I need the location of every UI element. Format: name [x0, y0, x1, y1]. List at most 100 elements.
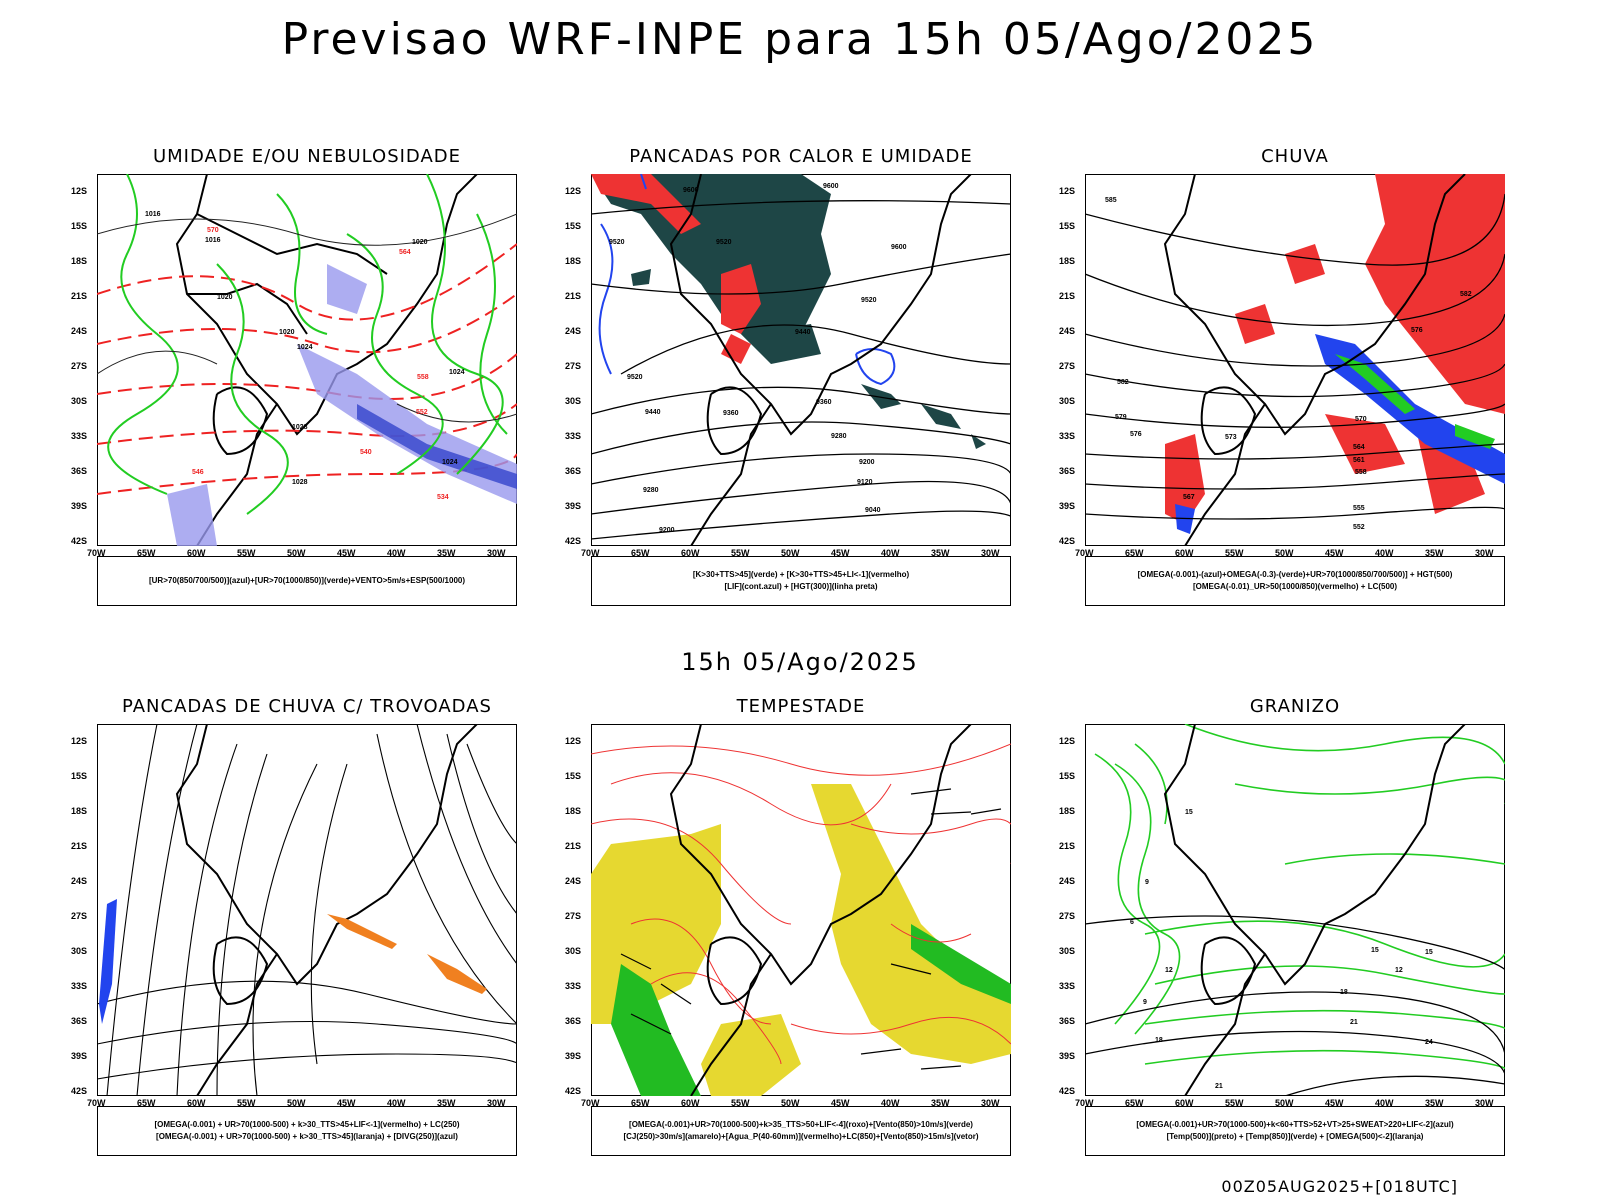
contour-label: 9040 [865, 507, 881, 514]
lon-tick-label: 30W [1475, 548, 1494, 558]
contour-label: 585 [1105, 197, 1117, 204]
contour-label: 6 [1130, 919, 1134, 926]
contour-label: 9520 [716, 239, 732, 246]
contour-label: 576 [1130, 431, 1142, 438]
lat-tick-label: 36S [1059, 466, 1076, 476]
lat-tick-label: 21S [565, 841, 582, 851]
lat-tick-label: 15S [1059, 221, 1076, 231]
panel-title: TEMPESTADE [736, 696, 866, 717]
lat-tick-label: 30S [71, 396, 88, 406]
lon-tick-label: 30W [981, 1098, 1000, 1108]
lon-tick-label: 35W [437, 548, 456, 558]
lat-tick-label: 36S [565, 466, 582, 476]
caption-line: [OMEGA(-0.001)+UR>70(1000-500)+k<60+TTS>… [1136, 1120, 1454, 1129]
contour-label: 582 [1460, 291, 1472, 298]
lon-tick-label: 35W [1425, 548, 1444, 558]
contour-label: 1024 [449, 369, 465, 376]
lat-tick-label: 15S [565, 771, 582, 781]
lon-tick-label: 35W [1425, 1098, 1444, 1108]
contour-label: 9 [1145, 879, 1149, 886]
lon-tick-label: 60W [1175, 548, 1194, 558]
lat-tick-label: 15S [71, 771, 88, 781]
caption-line: [Temp(500)](preto) + [Temp(850)](verde) … [1166, 1132, 1424, 1141]
contour-label: 534 [437, 494, 449, 501]
caption-line: [CJ(250)>30m/s](amarelo)+[Agua_P(40-60mm… [623, 1132, 979, 1141]
lat-tick-label: 12S [71, 736, 88, 746]
lat-tick-label: 33S [1059, 981, 1076, 991]
contour-label: 555 [1353, 505, 1365, 512]
lon-tick-label: 35W [931, 1098, 950, 1108]
lat-tick-label: 21S [565, 291, 582, 301]
main-title: Previsao WRF-INPE para 15h 05/Ago/2025 [281, 14, 1319, 65]
lat-tick-label: 21S [71, 841, 88, 851]
lon-tick-label: 55W [731, 1098, 750, 1108]
lon-tick-label: 70W [1075, 548, 1094, 558]
contour-label: 9440 [645, 409, 661, 416]
contour-label: 1016 [205, 237, 221, 244]
lon-tick-label: 50W [781, 548, 800, 558]
lon-tick-label: 50W [287, 548, 306, 558]
lat-tick-label: 15S [1059, 771, 1076, 781]
contour-label: 9120 [857, 479, 873, 486]
lat-tick-label: 42S [71, 536, 88, 546]
lat-tick-label: 33S [565, 981, 582, 991]
lat-tick-label: 36S [565, 1016, 582, 1026]
lat-tick-label: 12S [565, 186, 582, 196]
lat-tick-label: 30S [565, 396, 582, 406]
footer-stamp: 00Z05AUG2025+[018UTC] [1221, 1177, 1458, 1196]
map-svg: 9600 9600 9520 9600 9520 9520 9440 9520 … [591, 174, 1011, 546]
contour-label: 579 [1115, 414, 1127, 421]
lat-tick-label: 27S [71, 361, 88, 371]
lat-tick-label: 42S [565, 536, 582, 546]
lat-tick-label: 18S [71, 256, 88, 266]
lat-tick-label: 27S [565, 911, 582, 921]
lat-tick-label: 18S [565, 806, 582, 816]
map-svg: 15 12 9 18 21 24 21 18 15 12 15 9 6 [1085, 724, 1505, 1096]
contour-label: 1020 [412, 239, 428, 246]
lon-tick-label: 45W [831, 1098, 850, 1108]
panel-title: GRANIZO [1249, 696, 1341, 717]
panel-title: UMIDADE E/OU NEBULOSIDADE [152, 146, 462, 167]
lat-tick-label: 24S [71, 876, 88, 886]
lat-tick-label: 18S [1059, 806, 1076, 816]
contour-label: 558 [417, 374, 429, 381]
lon-tick-label: 70W [581, 1098, 600, 1108]
lon-tick-label: 55W [237, 1098, 256, 1108]
lat-tick-label: 24S [71, 326, 88, 336]
lon-tick-label: 70W [1075, 1098, 1094, 1108]
lon-tick-label: 60W [681, 548, 700, 558]
contour-label: 15 [1371, 947, 1379, 954]
lat-tick-label: 42S [1059, 536, 1076, 546]
contour-label: 570 [207, 227, 219, 234]
lat-tick-label: 27S [565, 361, 582, 371]
lat-tick-label: 39S [565, 501, 582, 511]
lat-tick-label: 33S [565, 431, 582, 441]
lat-tick-label: 39S [71, 1051, 88, 1061]
lon-tick-label: 45W [1325, 548, 1344, 558]
lon-tick-label: 40W [881, 1098, 900, 1108]
lon-tick-label: 65W [631, 1098, 650, 1108]
contour-label: 9 [1143, 999, 1147, 1006]
contour-label: 567 [1183, 494, 1195, 501]
contour-label: 9600 [823, 183, 839, 190]
lat-tick-label: 12S [1059, 736, 1076, 746]
lon-tick-label: 35W [931, 548, 950, 558]
panel-caption: [OMEGA(-0.001) + UR>70(1000-500) + k>30_… [97, 1106, 517, 1156]
lat-tick-label: 36S [1059, 1016, 1076, 1026]
lon-tick-label: 45W [1325, 1098, 1344, 1108]
contour-label: 9600 [891, 244, 907, 251]
panel-title: CHUVA [1261, 146, 1329, 167]
lat-tick-label: 21S [1059, 291, 1076, 301]
lat-tick-label: 30S [565, 946, 582, 956]
lat-tick-label: 18S [71, 806, 88, 816]
contour-label: 24 [1425, 1039, 1433, 1046]
contour-label: 564 [399, 249, 411, 256]
lat-tick-label: 15S [565, 221, 582, 231]
panel-caption: [OMEGA(-0.001)-(azul)+OMEGA(-0.3)-(verde… [1085, 556, 1505, 606]
lat-tick-label: 33S [71, 981, 88, 991]
lon-tick-label: 70W [87, 1098, 106, 1108]
contour-label: 9280 [643, 487, 659, 494]
lat-tick-label: 42S [71, 1086, 88, 1096]
caption-line: [LIF](cont.azul) + [HGT(300)](linha pret… [724, 582, 878, 591]
lat-tick-label: 15S [71, 221, 88, 231]
